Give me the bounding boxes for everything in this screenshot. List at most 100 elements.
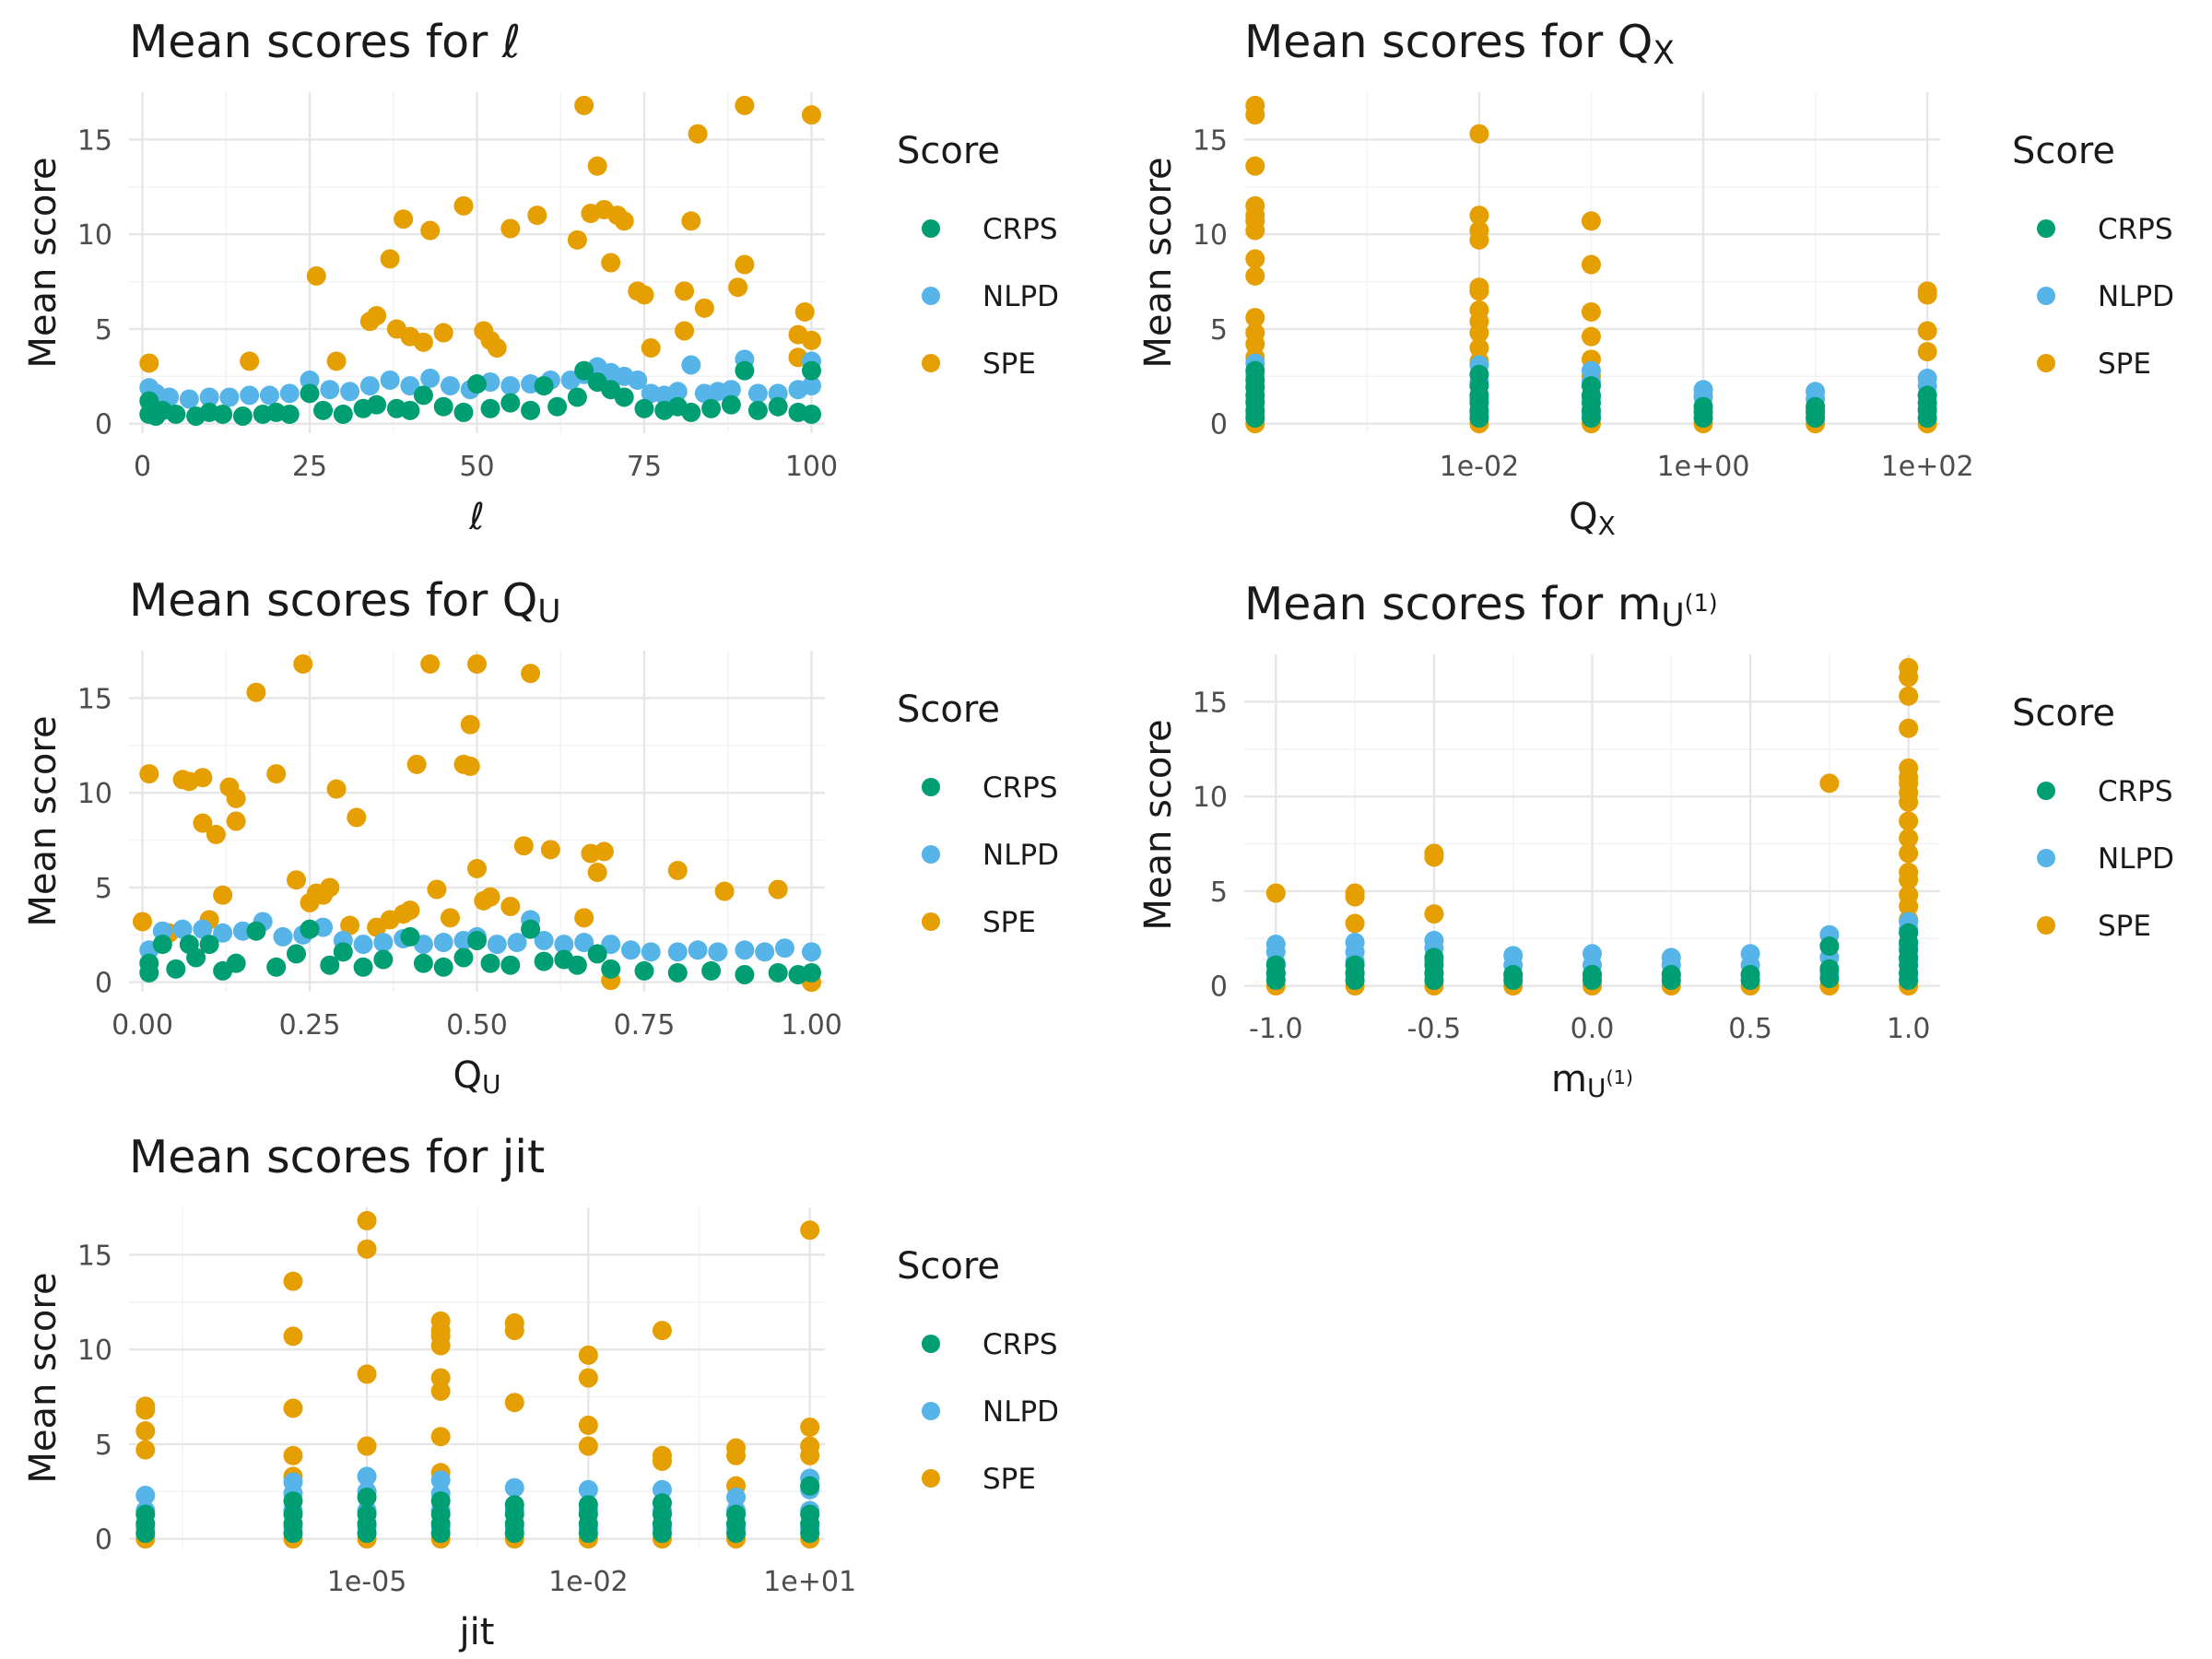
chart-title-main: Mean scores for jit xyxy=(129,1131,545,1183)
point-nlpd xyxy=(373,933,394,953)
legend: Score CRPS NLPD SPE xyxy=(897,1245,1059,1496)
point-crps xyxy=(1503,964,1524,984)
point-spe xyxy=(380,249,400,269)
point-crps xyxy=(430,1504,451,1524)
x-tick-label: 50 xyxy=(459,451,494,483)
point-spe xyxy=(800,1220,820,1241)
point-nlpd xyxy=(353,935,373,955)
point-nlpd xyxy=(1503,946,1524,966)
series-nlpd xyxy=(139,349,821,409)
x-axis-title: QU xyxy=(453,1054,501,1100)
point-spe xyxy=(320,877,340,898)
x-axis-title-main: Q xyxy=(453,1054,482,1097)
point-spe xyxy=(1899,843,1919,864)
chart-title-subscript: U xyxy=(1662,597,1685,634)
point-crps xyxy=(801,360,821,381)
point-nlpd xyxy=(578,1479,598,1500)
point-nlpd xyxy=(357,1466,377,1487)
point-spe xyxy=(652,1321,672,1341)
point-spe xyxy=(1581,211,1601,231)
point-crps xyxy=(266,957,287,977)
point-nlpd xyxy=(601,935,621,955)
y-tick-label: 10 xyxy=(1193,782,1228,814)
point-nlpd xyxy=(801,942,821,962)
point-crps xyxy=(283,1491,303,1512)
point-spe xyxy=(1424,904,1444,924)
point-nlpd xyxy=(430,1470,451,1490)
point-spe xyxy=(527,206,547,226)
point-spe xyxy=(1245,308,1265,328)
point-spe xyxy=(578,1436,598,1456)
point-crps xyxy=(1661,964,1681,984)
point-spe xyxy=(1899,758,1919,778)
point-spe xyxy=(1899,828,1919,848)
legend: Score CRPS NLPD SPE xyxy=(897,688,1059,939)
legend-key-nlpd xyxy=(922,845,940,864)
y-tick-label: 15 xyxy=(1193,124,1228,157)
point-nlpd xyxy=(433,933,453,953)
point-crps xyxy=(152,935,172,955)
point-spe xyxy=(667,860,688,880)
x-tick-label: 0.0 xyxy=(1571,1013,1615,1045)
point-spe xyxy=(1917,321,1937,341)
point-spe xyxy=(326,351,347,371)
chart-panel-5: 1e-05 1e-02 1e+01 0 5 10 15 Mean scores for jit… xyxy=(22,1131,1059,1653)
point-crps xyxy=(135,1504,156,1524)
point-spe xyxy=(283,1271,303,1291)
chart-title-main: Mean scores for m xyxy=(1244,578,1662,630)
point-spe xyxy=(367,306,387,326)
point-spe xyxy=(135,1421,156,1441)
legend-key-nlpd xyxy=(922,1402,940,1420)
point-crps xyxy=(1899,923,1919,943)
legend: Score CRPS NLPD SPE xyxy=(2012,130,2174,381)
point-spe xyxy=(430,1311,451,1331)
point-crps xyxy=(367,394,387,415)
legend-key-spe xyxy=(922,354,940,372)
x-axis-title-subscript: X xyxy=(1598,511,1616,541)
chart-title-subscript: X xyxy=(1653,35,1675,72)
chart-panel-3: 0.00 0.25 0.50 0.75 1.00 0 5 10 15 Mean scores fo… xyxy=(22,574,1059,1100)
point-crps xyxy=(521,919,541,939)
point-spe xyxy=(293,653,313,674)
point-crps xyxy=(232,406,253,426)
point-spe xyxy=(1245,249,1265,269)
legend-key-crps xyxy=(922,778,940,796)
y-axis-title: Mean score xyxy=(22,157,65,368)
y-tick-label: 0 xyxy=(1210,971,1228,1004)
legend-label-crps: CRPS xyxy=(982,1328,1058,1361)
legend-label-nlpd: NLPD xyxy=(982,839,1059,872)
point-spe xyxy=(800,1417,820,1437)
point-crps xyxy=(747,400,768,420)
point-nlpd xyxy=(179,389,199,409)
point-crps xyxy=(601,959,621,979)
point-nlpd xyxy=(259,385,279,406)
point-spe xyxy=(1469,206,1489,226)
point-nlpd xyxy=(219,387,240,407)
point-nlpd xyxy=(534,931,554,950)
legend-title: Score xyxy=(897,130,1000,172)
point-spe xyxy=(1469,124,1489,144)
point-spe xyxy=(467,858,487,878)
point-nlpd xyxy=(681,355,701,375)
point-spe xyxy=(801,105,821,125)
point-crps xyxy=(768,962,788,982)
chart-panel-4: -1.0 -0.5 0.0 0.5 1.0 0 5 10 15 Mean scores for m… xyxy=(1137,578,2174,1103)
point-spe xyxy=(240,351,260,371)
point-nlpd xyxy=(641,942,661,962)
x-axis-title: ℓ xyxy=(468,496,485,538)
point-spe xyxy=(135,1440,156,1460)
legend-key-nlpd xyxy=(2037,849,2055,867)
point-crps xyxy=(186,947,206,968)
x-tick-label: 1e-02 xyxy=(1440,451,1520,483)
y-tick-label: 0 xyxy=(95,968,112,1000)
point-crps xyxy=(246,921,266,941)
point-crps xyxy=(480,398,500,418)
chart-title-superscript: (1) xyxy=(1685,590,1718,618)
point-spe xyxy=(246,682,266,702)
point-crps xyxy=(534,376,554,396)
legend-key-spe xyxy=(2037,354,2055,372)
chart-title: Mean scores for QU xyxy=(129,574,560,630)
y-axis-title: Mean score xyxy=(1137,157,1180,368)
x-axis-title-subscript: U xyxy=(482,1069,501,1100)
